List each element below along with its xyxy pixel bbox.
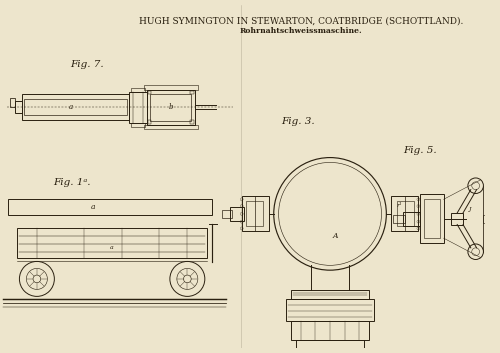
- Bar: [150, 94, 191, 121]
- Bar: [146, 90, 195, 125]
- Bar: [18, 228, 207, 258]
- Bar: [286, 299, 374, 321]
- Bar: [397, 201, 414, 227]
- Text: A: A: [332, 232, 338, 240]
- Bar: [222, 210, 232, 218]
- Bar: [291, 289, 369, 299]
- Bar: [403, 212, 420, 226]
- Bar: [22, 95, 129, 120]
- Text: Fig. 1ᵃ.: Fig. 1ᵃ.: [54, 178, 91, 187]
- Bar: [148, 120, 152, 124]
- Bar: [242, 196, 269, 231]
- Bar: [144, 85, 198, 90]
- Text: a: a: [68, 103, 72, 111]
- Bar: [131, 88, 144, 91]
- Text: Rohrnahtschweissmaschine.: Rohrnahtschweissmaschine.: [240, 28, 362, 36]
- Bar: [8, 199, 212, 215]
- Bar: [424, 199, 440, 238]
- Bar: [452, 213, 463, 225]
- Bar: [391, 196, 418, 231]
- Text: r¹: r¹: [396, 203, 402, 208]
- Text: b: b: [168, 103, 173, 111]
- Bar: [316, 350, 324, 353]
- Bar: [246, 201, 263, 227]
- Bar: [131, 122, 144, 126]
- Bar: [14, 101, 22, 113]
- Bar: [148, 91, 152, 95]
- Bar: [190, 91, 194, 95]
- Bar: [336, 350, 344, 353]
- Bar: [129, 91, 146, 122]
- Bar: [144, 125, 198, 130]
- Bar: [299, 350, 306, 353]
- Bar: [190, 120, 194, 124]
- Text: J: J: [468, 207, 470, 211]
- Text: Fig. 7.: Fig. 7.: [70, 60, 103, 68]
- Bar: [484, 215, 491, 223]
- Text: a: a: [91, 203, 96, 211]
- Text: HUGH SYMINGTON IN STEWARTON, COATBRIDGE (SCHOTTLAND).: HUGH SYMINGTON IN STEWARTON, COATBRIDGE …: [138, 17, 463, 26]
- Bar: [230, 207, 243, 221]
- Bar: [10, 98, 14, 107]
- Text: Fig. 3.: Fig. 3.: [282, 117, 315, 126]
- Bar: [393, 215, 405, 223]
- Bar: [291, 321, 369, 340]
- Bar: [24, 99, 127, 115]
- Bar: [296, 340, 364, 350]
- Bar: [354, 350, 361, 353]
- Text: a: a: [110, 245, 114, 250]
- Bar: [420, 195, 444, 243]
- Text: Fig. 5.: Fig. 5.: [403, 146, 436, 155]
